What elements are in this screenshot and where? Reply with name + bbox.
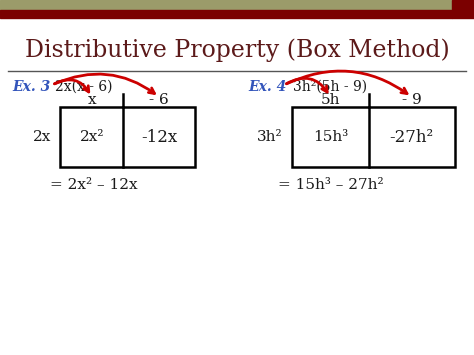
Text: Ex. 3: Ex. 3 [12,80,50,94]
Text: = 15h³ – 27h²: = 15h³ – 27h² [278,178,383,192]
Text: 2x²: 2x² [80,130,104,144]
Text: 2x: 2x [33,130,51,144]
Bar [0,10,452,18]
Text: Distributive Property (Box Method): Distributive Property (Box Method) [25,38,449,62]
Text: 3h²: 3h² [257,130,283,144]
Bar [60,107,195,167]
Text: = 2x² – 12x: = 2x² – 12x [50,178,137,192]
Text: 3h²(5h - 9): 3h²(5h - 9) [293,80,367,94]
Text: Ex. 4: Ex. 4 [248,80,286,94]
Bar [292,107,455,167]
Text: - 6: - 6 [149,93,169,107]
Bar [452,0,474,10]
Text: - 9: - 9 [402,93,422,107]
Text: 5h: 5h [320,93,340,107]
Bar [0,0,452,10]
Text: 15h³: 15h³ [313,130,348,144]
Text: 2x(x - 6): 2x(x - 6) [55,80,112,94]
Text: x: x [87,93,96,107]
Text: -27h²: -27h² [390,129,434,146]
Bar [452,10,474,18]
Text: -12x: -12x [141,129,177,146]
